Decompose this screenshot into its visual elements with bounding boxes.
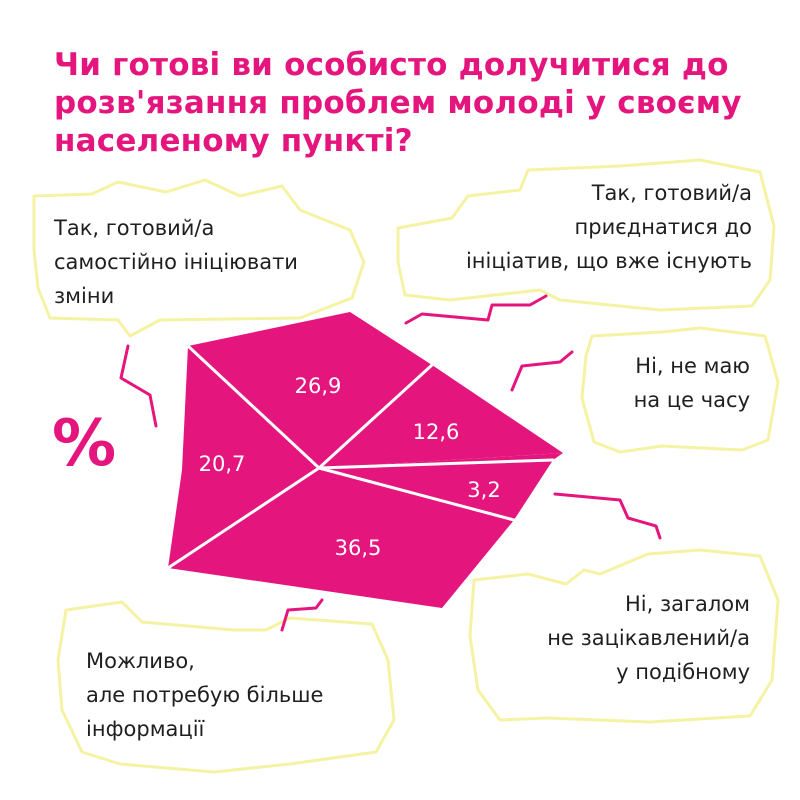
- divider-2: [317, 363, 434, 470]
- connector-notint: [553, 492, 662, 540]
- bubble-notime-outline: [580, 326, 780, 454]
- value-label-self: 26,9: [295, 374, 342, 398]
- connector-self: [119, 344, 158, 428]
- segment-no-time: [319, 453, 563, 520]
- bubble-notint-line: у подібному: [616, 660, 750, 684]
- value-label-notint: 36,5: [335, 536, 382, 560]
- bubble-self-line: самостійно ініціювати: [54, 250, 298, 274]
- bubble-notime-line: на це часу: [633, 388, 750, 412]
- bubble-maybe-text: Можливо, але потребую більше інформації: [86, 644, 323, 746]
- segment-not-interested: [168, 468, 514, 608]
- bubble-notint-text: Ні, загалом не зацікавлений/а у подібном…: [547, 587, 750, 689]
- value-label-maybe: 20,7: [199, 452, 246, 476]
- bubble-join-line: приєднатися до: [574, 215, 752, 239]
- divider-3: [317, 458, 555, 470]
- segment-self-initiate: [188, 312, 432, 468]
- bubble-maybe-outline: [56, 600, 396, 774]
- chart-title: Чи готові ви особисто долучитися до розв…: [54, 47, 742, 159]
- bubble-join-line: ініціатив, що вже існують: [465, 249, 752, 273]
- bubble-maybe-line: Можливо,: [86, 649, 195, 673]
- bubble-notime-text: Ні, не маю на це часу: [634, 349, 750, 417]
- value-label-notime: 3,2: [467, 478, 500, 502]
- divider-4: [317, 466, 516, 522]
- bubble-notint-line: Ні, загалом: [624, 592, 750, 616]
- bubble-maybe-line: але потребую більше: [86, 683, 324, 707]
- bubble-notint-line: не зацікавлений/а: [547, 626, 750, 650]
- connector-notime: [510, 350, 574, 392]
- bubble-self-line: зміни: [54, 284, 115, 308]
- bubble-self-outline: [32, 178, 366, 338]
- segment-maybe: [168, 346, 319, 568]
- bubble-notime-line: Ні, не маю: [635, 354, 750, 378]
- divider-1: [186, 344, 321, 470]
- bubble-self-line: Так, готовий/а: [54, 216, 215, 240]
- bubble-join-line: Так, готовий/а: [591, 181, 752, 205]
- percent-unit-sign: %: [52, 407, 117, 481]
- value-label-join: 12,6: [413, 420, 460, 444]
- connector-maybe: [280, 598, 324, 632]
- bubble-self-text: Так, готовий/а самостійно ініціювати змі…: [54, 211, 298, 313]
- bubble-maybe-line: інформації: [86, 717, 205, 741]
- segment-join-existing: [319, 365, 563, 468]
- bubble-join-text: Так, готовий/а приєднатися до ініціатив,…: [466, 176, 752, 278]
- bubble-join-outline: [396, 158, 776, 312]
- bubble-notint-outline: [468, 548, 780, 724]
- divider-5: [166, 466, 321, 570]
- connector-join: [404, 294, 548, 325]
